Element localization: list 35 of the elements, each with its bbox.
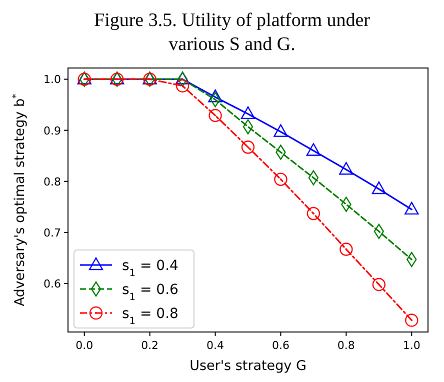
x-tick-label: 0.2 bbox=[141, 339, 159, 352]
point bbox=[177, 72, 188, 87]
point bbox=[176, 79, 190, 92]
x-tick-label: 0.8 bbox=[337, 339, 355, 352]
point bbox=[372, 278, 386, 292]
point bbox=[175, 72, 190, 84]
x-axis-title: User's strategy G bbox=[190, 358, 306, 374]
y-tick-label: 1.0 bbox=[44, 73, 61, 86]
point bbox=[208, 108, 222, 122]
point bbox=[306, 206, 320, 220]
point bbox=[340, 242, 353, 256]
point bbox=[274, 124, 288, 137]
chart-title: Figure 3.5. Utility of platform under various S and G. bbox=[94, 10, 371, 55]
legend-label: s$_{1}$ = 0.4 bbox=[122, 258, 179, 278]
x-tick-label: 1.0 bbox=[402, 339, 420, 352]
point bbox=[339, 162, 354, 175]
point bbox=[208, 90, 222, 102]
legend-label: s$_{1}$ = 0.6 bbox=[122, 282, 179, 302]
point bbox=[274, 172, 288, 186]
point bbox=[241, 140, 255, 154]
point bbox=[372, 181, 386, 194]
point bbox=[240, 106, 256, 120]
point bbox=[404, 202, 419, 215]
point bbox=[405, 314, 418, 327]
x-tick-label: 0.4 bbox=[206, 339, 224, 352]
y-tick-label: 0.7 bbox=[44, 226, 61, 240]
x-tick-label: 0.6 bbox=[272, 339, 290, 352]
point bbox=[308, 170, 319, 186]
point bbox=[306, 143, 321, 156]
legend-label: s$_{1}$ = 0.8 bbox=[122, 306, 178, 326]
y-tick-label: 0.8 bbox=[44, 175, 61, 188]
x-tick-label: 0.0 bbox=[76, 339, 94, 352]
point bbox=[242, 119, 254, 134]
y-tick-label: 0.9 bbox=[44, 124, 61, 138]
y-tick-label: 0.6 bbox=[44, 277, 61, 290]
